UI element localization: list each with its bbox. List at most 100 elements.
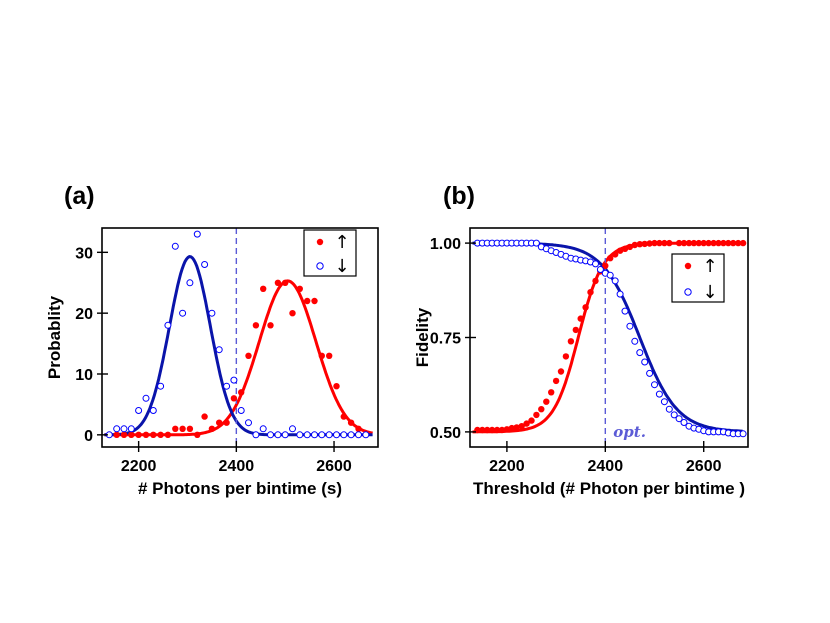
data-point-down <box>223 382 231 390</box>
data-point-up <box>739 239 747 247</box>
data-point-up <box>194 431 201 438</box>
data-point-up <box>508 424 515 432</box>
y-axis-label: Probablity <box>45 295 64 379</box>
x-axis-label: # Photons per bintime (s) <box>138 479 342 498</box>
data-point-up <box>186 425 194 432</box>
x-axis-label: Threshold (# Photon per bintime ) <box>473 479 745 498</box>
data-point-up <box>333 383 340 390</box>
data-point-up <box>533 411 540 419</box>
y-axis-label: Fidelity <box>413 307 432 367</box>
data-point-down <box>193 230 201 238</box>
data-point-down <box>362 431 370 439</box>
data-point-down <box>532 239 540 247</box>
data-point-down <box>113 425 121 433</box>
data-point-down <box>646 369 654 377</box>
data-point-up <box>201 413 208 420</box>
data-point-down <box>680 419 688 426</box>
data-point-up <box>641 240 648 248</box>
data-point-down <box>186 279 194 287</box>
data-point-up <box>552 377 560 385</box>
data-point-up <box>720 239 727 247</box>
data-point-down <box>179 309 187 317</box>
data-point-down <box>355 431 362 439</box>
data-point-up <box>587 289 594 296</box>
data-point-up <box>347 419 355 426</box>
data-point-up <box>621 245 629 252</box>
data-point-down <box>318 431 326 439</box>
data-point-up <box>735 239 742 247</box>
data-point-down <box>230 376 238 384</box>
panel-label-b: (b) <box>443 182 475 210</box>
data-point-down <box>739 430 747 438</box>
data-point-up <box>710 239 717 247</box>
x-tick-label: 2400 <box>219 458 255 475</box>
fit-curve-down <box>104 255 373 437</box>
y-tick-label: 30 <box>75 245 93 262</box>
legend-box <box>303 229 357 277</box>
data-point-down <box>135 407 143 414</box>
data-point-down <box>215 346 223 354</box>
data-point-down <box>596 266 604 273</box>
data-point-up <box>592 277 599 285</box>
data-point-down <box>670 411 678 419</box>
data-point-down <box>660 398 668 406</box>
data-point-up <box>518 423 525 430</box>
y-tick-label: 10 <box>75 367 93 384</box>
data-point-down <box>675 415 683 423</box>
data-point-down <box>274 431 282 439</box>
data-point-up <box>355 425 362 432</box>
data-point-up <box>245 352 252 359</box>
data-point-up <box>164 431 172 438</box>
data-point-down <box>157 382 165 390</box>
data-point-down <box>296 431 304 439</box>
data-point-up <box>572 326 579 334</box>
legend-marker-up <box>316 238 324 246</box>
data-point-down <box>616 290 624 298</box>
data-point-down <box>237 407 245 414</box>
data-point-down <box>208 309 216 317</box>
data-point-up <box>113 431 120 438</box>
data-point-up <box>150 431 157 438</box>
data-point-up <box>274 279 282 286</box>
data-point-up <box>142 431 150 438</box>
y-tick-label: 20 <box>75 306 93 323</box>
axes-frame <box>101 227 379 448</box>
data-point-down <box>641 358 649 366</box>
data-point-up <box>252 322 260 329</box>
data-point-up <box>607 255 614 262</box>
data-point-down <box>606 271 614 279</box>
data-point-up <box>661 239 668 247</box>
x-tick-label: 2600 <box>316 458 352 475</box>
data-point-up <box>498 426 506 434</box>
legend-marker-down <box>684 288 692 296</box>
data-point-up <box>340 413 347 420</box>
data-point-down <box>120 425 128 433</box>
data-point-up <box>523 420 530 427</box>
y-tick-label: 0 <box>84 428 93 445</box>
data-point-down <box>347 431 355 439</box>
data-point-up <box>128 431 135 438</box>
x-tick-label: 2200 <box>121 458 157 475</box>
data-point-down <box>636 349 644 357</box>
data-point-up <box>479 426 486 434</box>
data-point-down <box>665 405 673 413</box>
data-point-up <box>646 240 653 247</box>
y-tick-label: 0.50 <box>430 425 461 442</box>
data-point-up <box>238 389 245 396</box>
data-point-down <box>142 394 150 402</box>
data-point-down <box>164 321 172 329</box>
legend-marker-up <box>684 262 692 270</box>
legend-label-down: ↓ <box>334 256 349 277</box>
legend-box <box>671 253 725 303</box>
data-point-down <box>281 431 289 439</box>
data-point-up <box>562 353 570 360</box>
data-point-down <box>171 242 179 250</box>
data-point-up <box>582 304 589 311</box>
data-point-down <box>127 425 135 433</box>
data-point-up <box>631 241 638 249</box>
data-point-down <box>252 431 260 439</box>
data-point-up <box>690 239 698 247</box>
data-point-up <box>488 426 496 434</box>
y-tick-label: 0.75 <box>430 331 461 348</box>
